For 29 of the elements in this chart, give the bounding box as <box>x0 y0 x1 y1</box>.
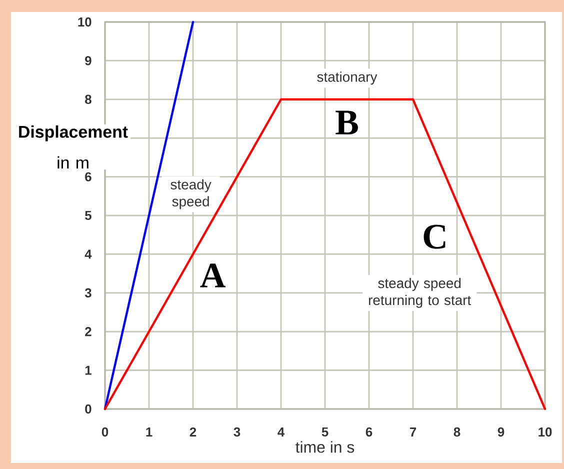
y-tick-label: 10 <box>78 17 92 27</box>
y-tick-label: 0 <box>85 404 92 414</box>
y-tick-label: 4 <box>84 250 92 259</box>
x-axis-title: time in s <box>296 441 354 453</box>
y-tick-label: 5 <box>85 210 92 220</box>
y-tick-label: 1 <box>85 366 92 375</box>
x-tick-label: 8 <box>454 427 460 437</box>
annotation: C <box>424 224 446 249</box>
x-tick-label: 4 <box>278 428 285 436</box>
annotation: stationary <box>317 72 378 85</box>
x-tick-label: 7 <box>410 428 416 436</box>
x-tick-label: 6 <box>366 427 372 437</box>
y-tick-label: 6 <box>85 172 92 182</box>
annotation: steady speed returning to start <box>368 278 472 308</box>
y-tick-label: 2 <box>85 327 92 336</box>
annotation: B <box>336 110 358 134</box>
x-tick-label: 2 <box>190 427 196 437</box>
x-tick-label: 5 <box>322 427 328 436</box>
y-tick-label: 8 <box>85 94 92 104</box>
annotation: A <box>200 264 226 288</box>
y-tick-label: 9 <box>85 56 92 66</box>
x-tick-label: 3 <box>234 427 240 437</box>
y-axis-title: Displacement in m <box>19 125 128 169</box>
x-tick-label: 0 <box>102 427 108 437</box>
x-tick-label: 1 <box>146 428 152 436</box>
x-tick-label: 10 <box>538 427 552 437</box>
annotation: steady speed <box>170 179 212 210</box>
x-tick-label: 9 <box>498 427 504 437</box>
y-tick-label: 3 <box>84 288 92 298</box>
